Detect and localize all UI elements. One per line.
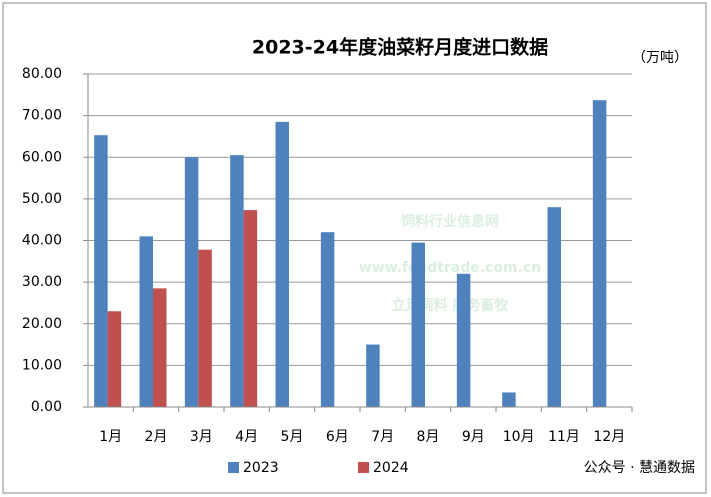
- y-tick-label: 80.00: [22, 66, 62, 82]
- x-tick-label: 1月: [99, 429, 122, 445]
- y-tick-label: 50.00: [22, 191, 62, 207]
- x-tick-label: 2月: [145, 429, 168, 445]
- bar: [153, 288, 167, 407]
- bar: [107, 311, 122, 407]
- y-tick-label: 10.00: [22, 357, 62, 373]
- bar: [275, 121, 289, 408]
- x-tick-label: 3月: [190, 429, 213, 445]
- legend-swatch: [358, 462, 369, 473]
- y-tick-label: 0.00: [31, 399, 62, 415]
- x-tick-label: 11月: [548, 429, 580, 445]
- bar: [139, 236, 153, 407]
- x-tick-label: 7月: [371, 429, 394, 445]
- x-tick-label: 4月: [235, 429, 258, 445]
- watermark: 饲料行业信息网: [400, 213, 499, 230]
- y-tick-label: 70.00: [22, 108, 62, 124]
- bar: [94, 135, 108, 407]
- bar: [230, 155, 244, 407]
- x-tick-label: 9月: [462, 429, 485, 445]
- bar: [592, 100, 607, 407]
- legend-label: 2024: [373, 460, 409, 476]
- bar: [198, 249, 212, 407]
- bar: [547, 207, 561, 407]
- bar: [320, 232, 335, 407]
- watermark: www.feedtrade.com.cn: [359, 260, 541, 276]
- bar: [456, 273, 471, 407]
- y-tick-label: 60.00: [22, 149, 62, 165]
- x-tick-label: 6月: [326, 429, 349, 445]
- watermark: 立足饲料 服务畜牧: [392, 297, 510, 314]
- legend-label: 2023: [243, 460, 279, 476]
- bar: [502, 392, 516, 407]
- bar: [184, 157, 199, 407]
- x-tick-label: 10月: [503, 429, 535, 445]
- y-tick-label: 40.00: [22, 233, 62, 249]
- chart-title: 2023-24年度油菜籽月度进口数据: [252, 36, 548, 59]
- bar: [411, 242, 425, 407]
- x-tick-label: 12月: [593, 429, 625, 445]
- unit-label: （万吨）: [632, 50, 688, 66]
- x-tick-label: 8月: [417, 429, 440, 445]
- bar: [366, 344, 380, 407]
- x-tick-label: 5月: [281, 429, 304, 445]
- bar: [243, 210, 258, 407]
- legend-swatch: [228, 462, 239, 473]
- source-label: 公众号 · 慧通数据: [584, 460, 695, 476]
- y-tick-label: 30.00: [22, 274, 62, 290]
- y-tick-label: 20.00: [22, 316, 62, 332]
